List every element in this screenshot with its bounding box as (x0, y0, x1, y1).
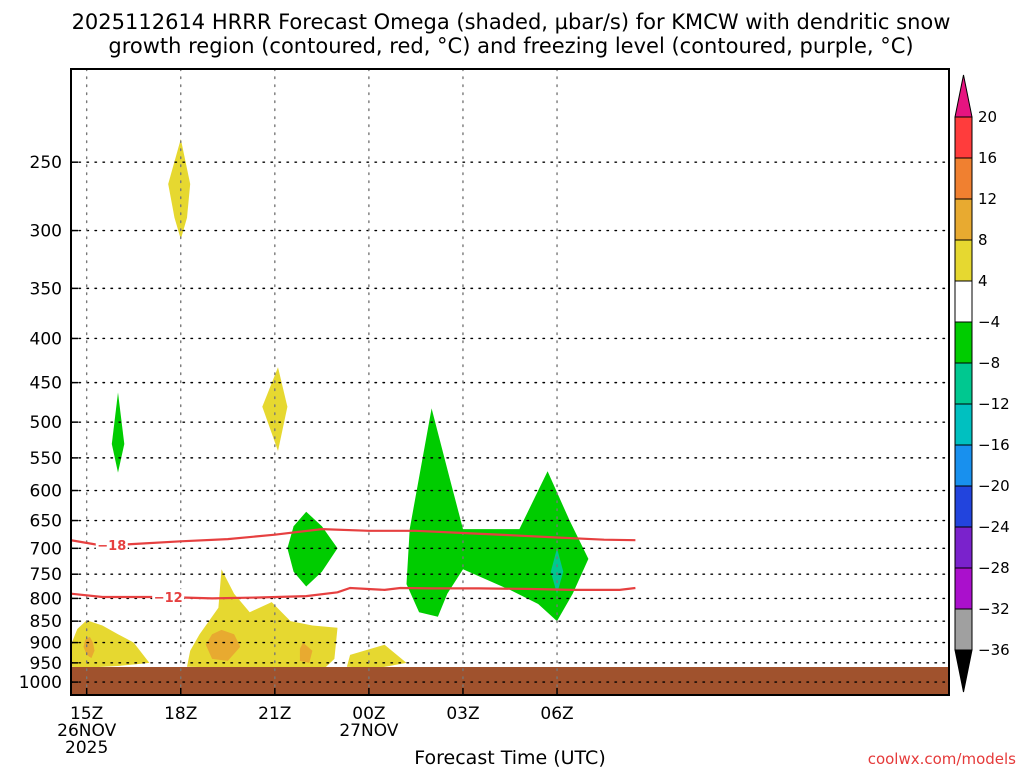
omega-area-12 (550, 548, 564, 594)
colorbar: 20 16 12 8 4 −4 −8 −12 −16 −20 −24 −28 −32 −36 (954, 74, 1010, 693)
y-tick-label-250: 250 (30, 153, 62, 173)
colorbar-label--36: −36 (978, 641, 1010, 659)
pressure-axis: 2503003504004505005506006507007508008509… (19, 153, 78, 693)
x-tick-label-06Z: 06Z (540, 704, 573, 724)
omega-area-7 (262, 367, 288, 451)
y-tick-label-600: 600 (30, 482, 62, 502)
x-tick-label-15Z: 15Z (70, 704, 103, 724)
ground-layer (71, 667, 949, 695)
colorbar-label-20: 20 (978, 108, 997, 126)
contour-label-bg--18 (95, 537, 128, 554)
colorbar-swatch-10 (954, 485, 973, 528)
colorbar-label--20: −20 (978, 477, 1010, 495)
y-tick-label-550: 550 (30, 449, 62, 469)
y-tick-label-700: 700 (30, 539, 62, 559)
chart-title-line1: 2025112614 HRRR Forecast Omega (shaded, … (72, 10, 951, 34)
y-tick-label-850: 850 (30, 612, 62, 632)
colorbar-swatch-9 (954, 444, 973, 487)
x-tick-label-26NOV: 26NOV (57, 721, 116, 741)
y-tick-label-800: 800 (30, 589, 62, 609)
x-tick-label-03Z: 03Z (446, 704, 479, 724)
colorbar-swatch-6 (954, 321, 973, 364)
contour-line--18 (71, 527, 636, 547)
below-ground-fill (71, 667, 949, 695)
colorbar-label--16: −16 (978, 436, 1010, 454)
plot-area: −18 −12 (71, 69, 949, 695)
colorbar-label-16: 16 (978, 149, 997, 167)
credit-text: coolwx.com/models (868, 750, 1016, 768)
x-tick-label-21Z: 21Z (258, 704, 291, 724)
colorbar-label--32: −32 (978, 600, 1010, 618)
plot-frame (70, 68, 950, 696)
colorbar-swatch-2 (954, 157, 973, 200)
x-axis-title: Forecast Time (UTC) (414, 747, 605, 768)
colorbar-swatch-3 (954, 198, 973, 241)
colorbar-swatch-8 (954, 403, 973, 446)
y-tick-label-1000: 1000 (19, 673, 62, 693)
omega-area-8 (346, 644, 407, 668)
omega-area-4 (187, 569, 338, 671)
contour-label-bg--12 (152, 589, 185, 606)
y-tick-label-450: 450 (30, 374, 62, 394)
colorbar-label-12: 12 (978, 190, 997, 208)
contour-label--18: −18 (97, 539, 126, 554)
y-tick-label-750: 750 (30, 565, 62, 585)
colorbar-swatch-1 (954, 116, 973, 159)
colorbar-label--8: −8 (978, 354, 1000, 372)
colorbar-swatch-12 (954, 567, 973, 610)
omega-area-10 (287, 511, 338, 587)
x-tick-label-2025: 2025 (65, 738, 108, 758)
colorbar-swatch-5 (954, 280, 973, 323)
y-tick-label-950: 950 (30, 654, 62, 674)
colorbar-swatch-7 (954, 362, 973, 405)
colorbar-over-arrow (954, 74, 973, 118)
y-tick-label-350: 350 (30, 279, 62, 299)
colorbar-swatch-11 (954, 526, 973, 569)
chart-title-line2: growth region (contoured, red, °C) and f… (108, 34, 913, 58)
colorbar-swatch-4 (954, 239, 973, 282)
colorbar-under-arrow (954, 649, 973, 693)
colorbar-label-8: 8 (978, 231, 988, 249)
y-tick-label-650: 650 (30, 512, 62, 532)
grid-lines (71, 69, 949, 695)
x-tick-label-27NOV: 27NOV (339, 721, 398, 741)
colorbar-label--12: −12 (978, 395, 1010, 413)
colorbar-label-4: 4 (978, 272, 988, 290)
omega-shading (71, 139, 589, 671)
omega-area-11 (406, 408, 589, 622)
omega-area-6 (299, 642, 313, 663)
omega-area-5 (205, 629, 241, 661)
omega-area-3 (168, 139, 191, 240)
omega-area-9 (111, 392, 125, 473)
contour-label--12: −12 (154, 591, 183, 606)
y-tick-label-400: 400 (30, 329, 62, 349)
y-tick-label-300: 300 (30, 222, 62, 242)
y-tick-label-500: 500 (30, 413, 62, 433)
colorbar-label--28: −28 (978, 559, 1010, 577)
colorbar-label--24: −24 (978, 518, 1010, 536)
x-tick-label-00Z: 00Z (352, 704, 385, 724)
colorbar-label--4: −4 (978, 313, 1000, 331)
colorbar-swatch-13 (954, 608, 973, 651)
x-tick-label-18Z: 18Z (164, 704, 197, 724)
y-tick-label-900: 900 (30, 634, 62, 654)
omega-area-1 (71, 620, 150, 668)
temperature-contours: −18 −12 (71, 527, 636, 606)
